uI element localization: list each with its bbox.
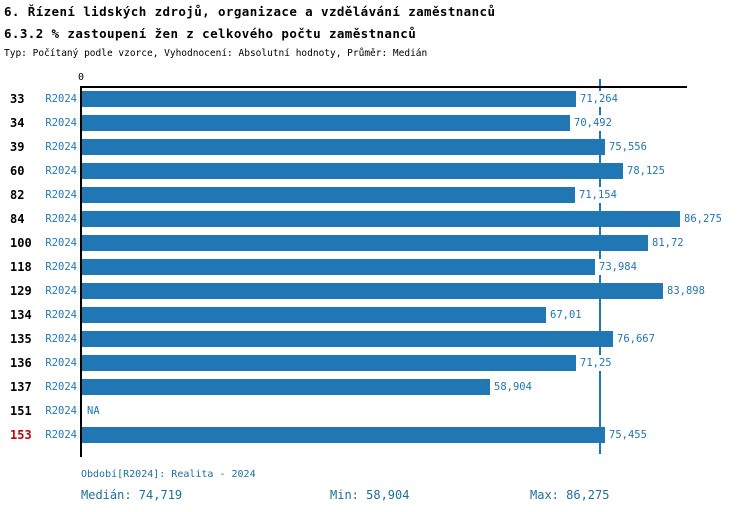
chart-subtitle: 6.3.2 % zastoupení žen z celkového počtu… — [4, 26, 417, 41]
row-category-label: 118 — [10, 260, 32, 274]
bar — [81, 379, 490, 395]
bar — [81, 91, 576, 107]
bar-value-label: 58,904 — [492, 379, 534, 395]
bar-value-label: 67,01 — [548, 307, 584, 323]
chart-row: 82 R2024 71,154 — [0, 187, 750, 203]
row-period-label: R2024 — [45, 333, 77, 345]
bar — [81, 187, 575, 203]
bar-value-label: 78,125 — [625, 163, 667, 179]
bar — [81, 355, 576, 371]
row-category-label: 134 — [10, 308, 32, 322]
row-period-label: R2024 — [45, 285, 77, 297]
bar-value-label: 83,898 — [665, 283, 707, 299]
row-period-label: R2024 — [45, 117, 77, 129]
chart-row: 33 R2024 71,264 — [0, 91, 750, 107]
chart-title: 6. Řízení lidských zdrojů, organizace a … — [4, 4, 496, 19]
row-category-label: 129 — [10, 284, 32, 298]
bar — [81, 139, 605, 155]
bar-value-label: 75,455 — [607, 427, 649, 443]
bar — [81, 211, 680, 227]
chart-rows: 33 R2024 71,264 34 R2024 70,492 39 R2024 75,556 6… — [0, 91, 750, 451]
row-category-label: 39 — [10, 140, 25, 154]
chart-row: 135 R2024 76,667 — [0, 331, 750, 347]
row-category-label: 137 — [10, 380, 32, 394]
row-period-label: R2024 — [45, 213, 77, 225]
bar-value-label: 73,984 — [597, 259, 639, 275]
chart-row: 84 R2024 86,275 — [0, 211, 750, 227]
row-category-label: 151 — [10, 404, 32, 418]
bar — [81, 259, 595, 275]
footer-min-stat: Min: 58,904 — [330, 488, 410, 502]
row-category-label: 33 — [10, 92, 25, 106]
bar-value-label: NA — [85, 403, 102, 419]
bar — [81, 331, 613, 347]
chart-row: 134 R2024 67,01 — [0, 307, 750, 323]
row-period-label: R2024 — [45, 93, 77, 105]
row-category-label: 84 — [10, 212, 25, 226]
bar-value-label: 76,667 — [615, 331, 657, 347]
bar — [81, 283, 663, 299]
bar — [81, 235, 648, 251]
row-period-label: R2024 — [45, 381, 77, 393]
bar-value-label: 70,492 — [572, 115, 614, 131]
chart-meta-info: Typ: Počítaný podle vzorce, Vyhodnocení:… — [4, 48, 428, 59]
footer-period-legend: Období[R2024]: Realita - 2024 — [81, 469, 256, 480]
row-period-label: R2024 — [45, 429, 77, 441]
chart-row: 118 R2024 73,984 — [0, 259, 750, 275]
row-period-label: R2024 — [45, 237, 77, 249]
bar — [81, 427, 605, 443]
chart-row: 137 R2024 58,904 — [0, 379, 750, 395]
bar-value-label: 81,72 — [650, 235, 686, 251]
bar — [81, 115, 570, 131]
bar — [81, 163, 623, 179]
row-category-label: 82 — [10, 188, 25, 202]
row-period-label: R2024 — [45, 357, 77, 369]
chart-row: 60 R2024 78,125 — [0, 163, 750, 179]
bar-chart: 0 33 R2024 71,264 34 R2024 70,492 39 R2024 75,55… — [0, 70, 750, 462]
axis-vertical-line — [80, 86, 82, 457]
axis-top-line — [81, 86, 687, 88]
bar-value-label: 86,275 — [682, 211, 724, 227]
row-category-label: 60 — [10, 164, 25, 178]
footer-max-stat: Max: 86,275 — [530, 488, 610, 502]
chart-row: 100 R2024 81,72 — [0, 235, 750, 251]
row-period-label: R2024 — [45, 309, 77, 321]
row-period-label: R2024 — [45, 261, 77, 273]
row-category-label: 136 — [10, 356, 32, 370]
bar-value-label: 75,556 — [607, 139, 649, 155]
bar-value-label: 71,264 — [578, 91, 620, 107]
bar-value-label: 71,25 — [578, 355, 614, 371]
row-period-label: R2024 — [45, 189, 77, 201]
row-period-label: R2024 — [45, 141, 77, 153]
chart-row: 34 R2024 70,492 — [0, 115, 750, 131]
row-category-label: 135 — [10, 332, 32, 346]
chart-row: 136 R2024 71,25 — [0, 355, 750, 371]
row-period-label: R2024 — [45, 405, 77, 417]
bar — [81, 307, 546, 323]
chart-row: 151 R2024 NA — [0, 403, 750, 419]
chart-row: 153 R2024 75,455 — [0, 427, 750, 443]
axis-zero-tick-label: 0 — [77, 72, 85, 83]
bar-value-label: 71,154 — [577, 187, 619, 203]
row-category-label: 34 — [10, 116, 25, 130]
chart-row: 129 R2024 83,898 — [0, 283, 750, 299]
row-category-label: 153 — [10, 428, 32, 442]
footer-median-stat: Medián: 74,719 — [81, 488, 183, 502]
row-category-label: 100 — [10, 236, 32, 250]
row-period-label: R2024 — [45, 165, 77, 177]
chart-row: 39 R2024 75,556 — [0, 139, 750, 155]
